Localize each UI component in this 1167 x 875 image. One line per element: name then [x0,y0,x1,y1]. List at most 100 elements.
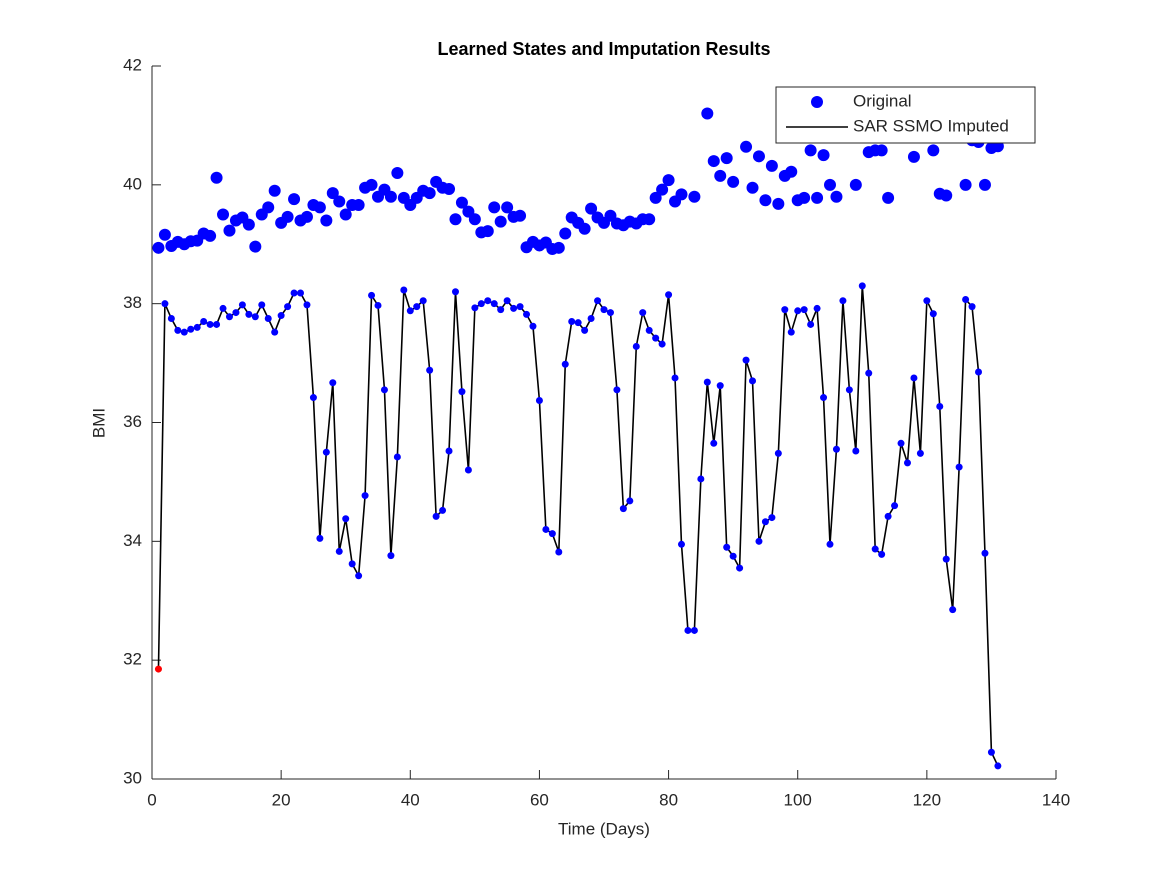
original-point [488,201,501,214]
imputed-point [884,512,892,520]
imputed-point [671,374,679,382]
imputed-point [981,549,989,557]
original-point [714,169,727,182]
imputed-point [774,449,782,457]
imputed-point [955,463,963,471]
imputed-point [878,550,886,558]
y-tick-label: 30 [123,768,142,787]
original-point [662,174,675,187]
imputed-point [380,386,388,394]
imputed-point [929,310,937,318]
imputed-point [652,334,660,342]
y-tick-label: 42 [123,55,142,74]
original-point [824,178,836,191]
original-point [443,182,456,195]
imputed-point [368,291,376,299]
original-point [494,215,507,228]
imputed-point [355,572,363,580]
imputed-point [187,325,195,333]
imputed-point [749,377,757,385]
imputed-point [548,530,556,538]
y-tick-label: 32 [123,650,142,669]
original-point [649,191,662,204]
original-point [927,144,940,157]
imputed-point [348,560,356,568]
imputed-point [574,319,582,327]
imputed-point [426,366,434,374]
imputed-point [542,525,550,533]
imputed-point [387,552,395,560]
imputed-point [826,540,834,548]
x-tick-label: 120 [913,790,941,809]
original-point [772,197,785,210]
imputed-point [277,312,285,320]
legend-label: Original [853,91,912,110]
original-point [675,188,688,201]
imputed-point [219,304,227,312]
imputed-point [994,762,1002,770]
original-point [552,241,565,254]
imputed-point [910,374,918,382]
imputed-point [923,297,931,305]
imputed-point [523,310,531,318]
imputed-point [794,307,802,315]
imputed-point [529,322,537,330]
imputed-point [568,317,576,325]
imputed-point [316,534,324,542]
imputed-point [329,379,337,387]
imputed-point [439,506,447,514]
original-point [978,178,991,191]
imputed-point [677,540,685,548]
imputed-point [303,301,311,309]
imputed-point [471,304,479,312]
imputed-point [213,320,221,328]
imputed-point [477,300,485,308]
imputed-point [916,449,924,457]
imputed-point [632,342,640,350]
original-point [365,178,378,191]
imputed-point [251,313,259,321]
x-tick-label: 100 [784,790,812,809]
original-point [158,228,171,241]
imputed-point [400,286,408,294]
original-point [804,144,817,157]
original-point [578,222,591,235]
imputed-point [238,301,246,309]
x-tick-label: 60 [530,790,549,809]
imputed-point [820,394,828,402]
imputed-point [206,320,214,328]
original-point [907,150,920,163]
legend-box [775,86,1036,144]
imputed-point [710,439,718,447]
imputed-point [174,326,182,334]
imputed-point [297,289,305,297]
imputed-point [232,309,240,317]
imputed-point [497,306,505,314]
imputed-point [594,297,602,305]
y-tick-label: 34 [123,531,142,550]
imputed-point [161,300,169,308]
y-tick-label: 38 [123,293,142,312]
imputed-point [736,564,744,572]
original-point [817,149,830,162]
imputed-point [987,748,995,756]
imputed-point [516,303,524,311]
original-point [882,191,895,204]
imputed-point [626,497,634,505]
imputed-point [258,301,266,309]
original-point [688,190,701,203]
imputed-point [180,328,188,336]
original-point [249,240,262,253]
original-point [281,210,294,223]
original-point [152,241,165,254]
imputed-point [639,309,647,317]
original-point [300,210,313,223]
original-point [746,181,759,194]
imputed-point [464,466,472,474]
imputed-point [200,317,208,325]
original-point [501,201,514,214]
imputed-point [225,313,233,321]
imputed-point [393,453,401,461]
imputed-point [813,304,821,312]
imputed-point [962,296,970,304]
